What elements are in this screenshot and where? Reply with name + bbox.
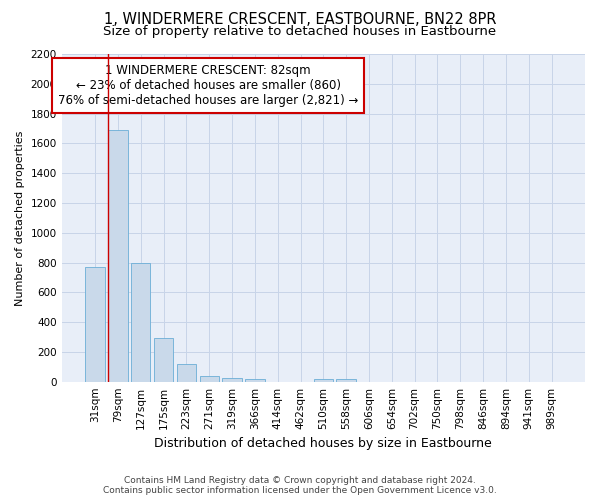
X-axis label: Distribution of detached houses by size in Eastbourne: Distribution of detached houses by size … — [154, 437, 492, 450]
Text: Size of property relative to detached houses in Eastbourne: Size of property relative to detached ho… — [103, 25, 497, 38]
Bar — [131, 262, 151, 382]
Bar — [200, 376, 219, 382]
Bar — [223, 378, 242, 382]
Bar — [108, 130, 128, 382]
Y-axis label: Number of detached properties: Number of detached properties — [15, 130, 25, 306]
Bar — [85, 267, 105, 382]
Bar — [177, 364, 196, 382]
Text: Contains HM Land Registry data © Crown copyright and database right 2024.
Contai: Contains HM Land Registry data © Crown c… — [103, 476, 497, 495]
Text: 1 WINDERMERE CRESCENT: 82sqm
← 23% of detached houses are smaller (860)
76% of s: 1 WINDERMERE CRESCENT: 82sqm ← 23% of de… — [58, 64, 358, 107]
Bar — [154, 338, 173, 382]
Text: 1, WINDERMERE CRESCENT, EASTBOURNE, BN22 8PR: 1, WINDERMERE CRESCENT, EASTBOURNE, BN22… — [104, 12, 496, 28]
Bar — [314, 378, 333, 382]
Bar — [337, 378, 356, 382]
Bar — [245, 380, 265, 382]
